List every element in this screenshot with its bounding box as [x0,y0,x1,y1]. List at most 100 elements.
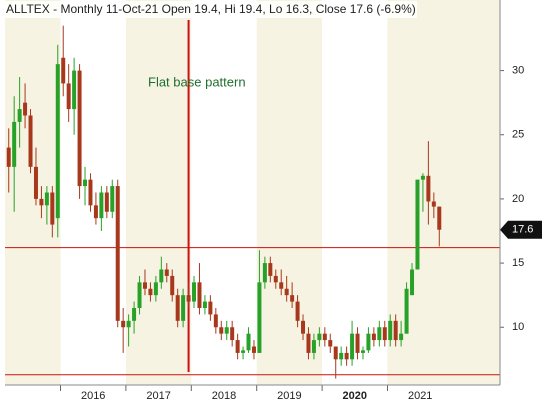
x-tick-label: 2019 [277,390,301,402]
candle-body [148,288,153,296]
candle-body [377,327,382,341]
candle-body [235,340,240,353]
candle-body [415,179,420,270]
candle-body [404,288,409,334]
candle-body [83,179,88,187]
y-tick-label: 25 [512,129,524,141]
candle-body [350,333,355,360]
candle-body [208,301,213,315]
candle-body [99,192,104,219]
candle-body [23,102,28,116]
annotation: Flat base pattern [148,74,246,89]
candle-body [61,57,66,84]
x-tick-label: 2018 [212,390,236,402]
y-tick-label: 10 [512,321,524,333]
candle-body [17,109,22,122]
year-band [125,0,192,385]
candle-body [366,333,371,351]
candle-body [290,295,295,302]
candle-body [72,70,77,110]
candle-body [12,121,17,167]
candle-body [224,327,229,334]
candle-body [230,327,235,341]
candle-body [284,288,289,296]
candle-body [279,282,284,289]
candle-body [110,186,115,212]
candle-body [295,301,300,321]
candle-body [164,269,169,276]
candle-body [153,282,158,296]
candle-body [137,282,142,308]
candle-body [437,206,442,230]
candle-body [44,192,49,206]
candle-body [257,282,262,353]
candle-body [213,314,218,328]
candle-body [360,350,365,353]
candle-body [382,327,387,341]
candle-body [39,198,44,206]
candle-body [192,282,197,302]
candle-body [301,320,306,334]
candle-body [344,352,349,360]
candle-body [55,64,60,219]
candle-body [306,333,311,353]
x-tick-label: 2021 [408,390,432,402]
candle-body [355,333,360,353]
candle-body [132,308,137,321]
candle-body [33,166,38,199]
candle-body [393,320,398,341]
candle-body [328,340,333,347]
candle-body [399,333,404,341]
candle-body [77,70,82,187]
candle-body [268,263,273,276]
candle-body [159,269,164,283]
candle-body [420,175,425,180]
title-bg [3,1,417,18]
candle-body [339,352,344,360]
candle-body [317,333,322,341]
candle-body [186,295,191,302]
candle-body [6,147,11,167]
candle-body [142,282,147,289]
chart-title: ALLTEX - Monthly 11-Oct-21 Open 19.4, Hi… [6,2,416,16]
year-band [256,0,323,385]
candle-body [251,346,256,353]
candle-body [175,295,180,321]
candle-body [431,201,436,207]
candle-body [426,175,431,202]
candle-body [66,83,71,110]
candle-body [219,327,224,334]
price-tag [500,220,542,239]
y-tick-label: 15 [512,257,524,269]
price-tag-label: 17.6 [512,224,533,236]
candle-body [322,333,327,341]
candle-body [181,295,186,321]
candle-body [202,301,207,308]
candle-body [371,333,376,341]
candle-body [273,275,278,283]
x-tick-label: 2017 [146,390,170,402]
candle-body [241,350,246,353]
candle-body [115,186,120,321]
candle-body [311,340,316,353]
candle-body [126,320,131,328]
candle-body [170,275,175,296]
y-tick-label: 30 [512,64,524,76]
candle-body [50,192,55,225]
y-tick-label: 20 [512,193,524,205]
candle-body [88,179,93,206]
candle-body [104,192,109,212]
candle-body [410,269,415,296]
plot: 2016 2017 2018 2019 2020 2021 10 15 20 25 30 17.6 [5,20,542,402]
x-tick-label: 2020 [343,390,367,402]
candle-body [262,263,267,283]
candle-body [121,320,126,328]
candle-body [333,346,338,360]
candle-body [93,205,98,219]
candle-body [388,320,393,341]
year-band [387,0,500,385]
candle-body [197,282,202,308]
x-tick-label: 2016 [81,390,105,402]
candle-body [246,333,251,351]
